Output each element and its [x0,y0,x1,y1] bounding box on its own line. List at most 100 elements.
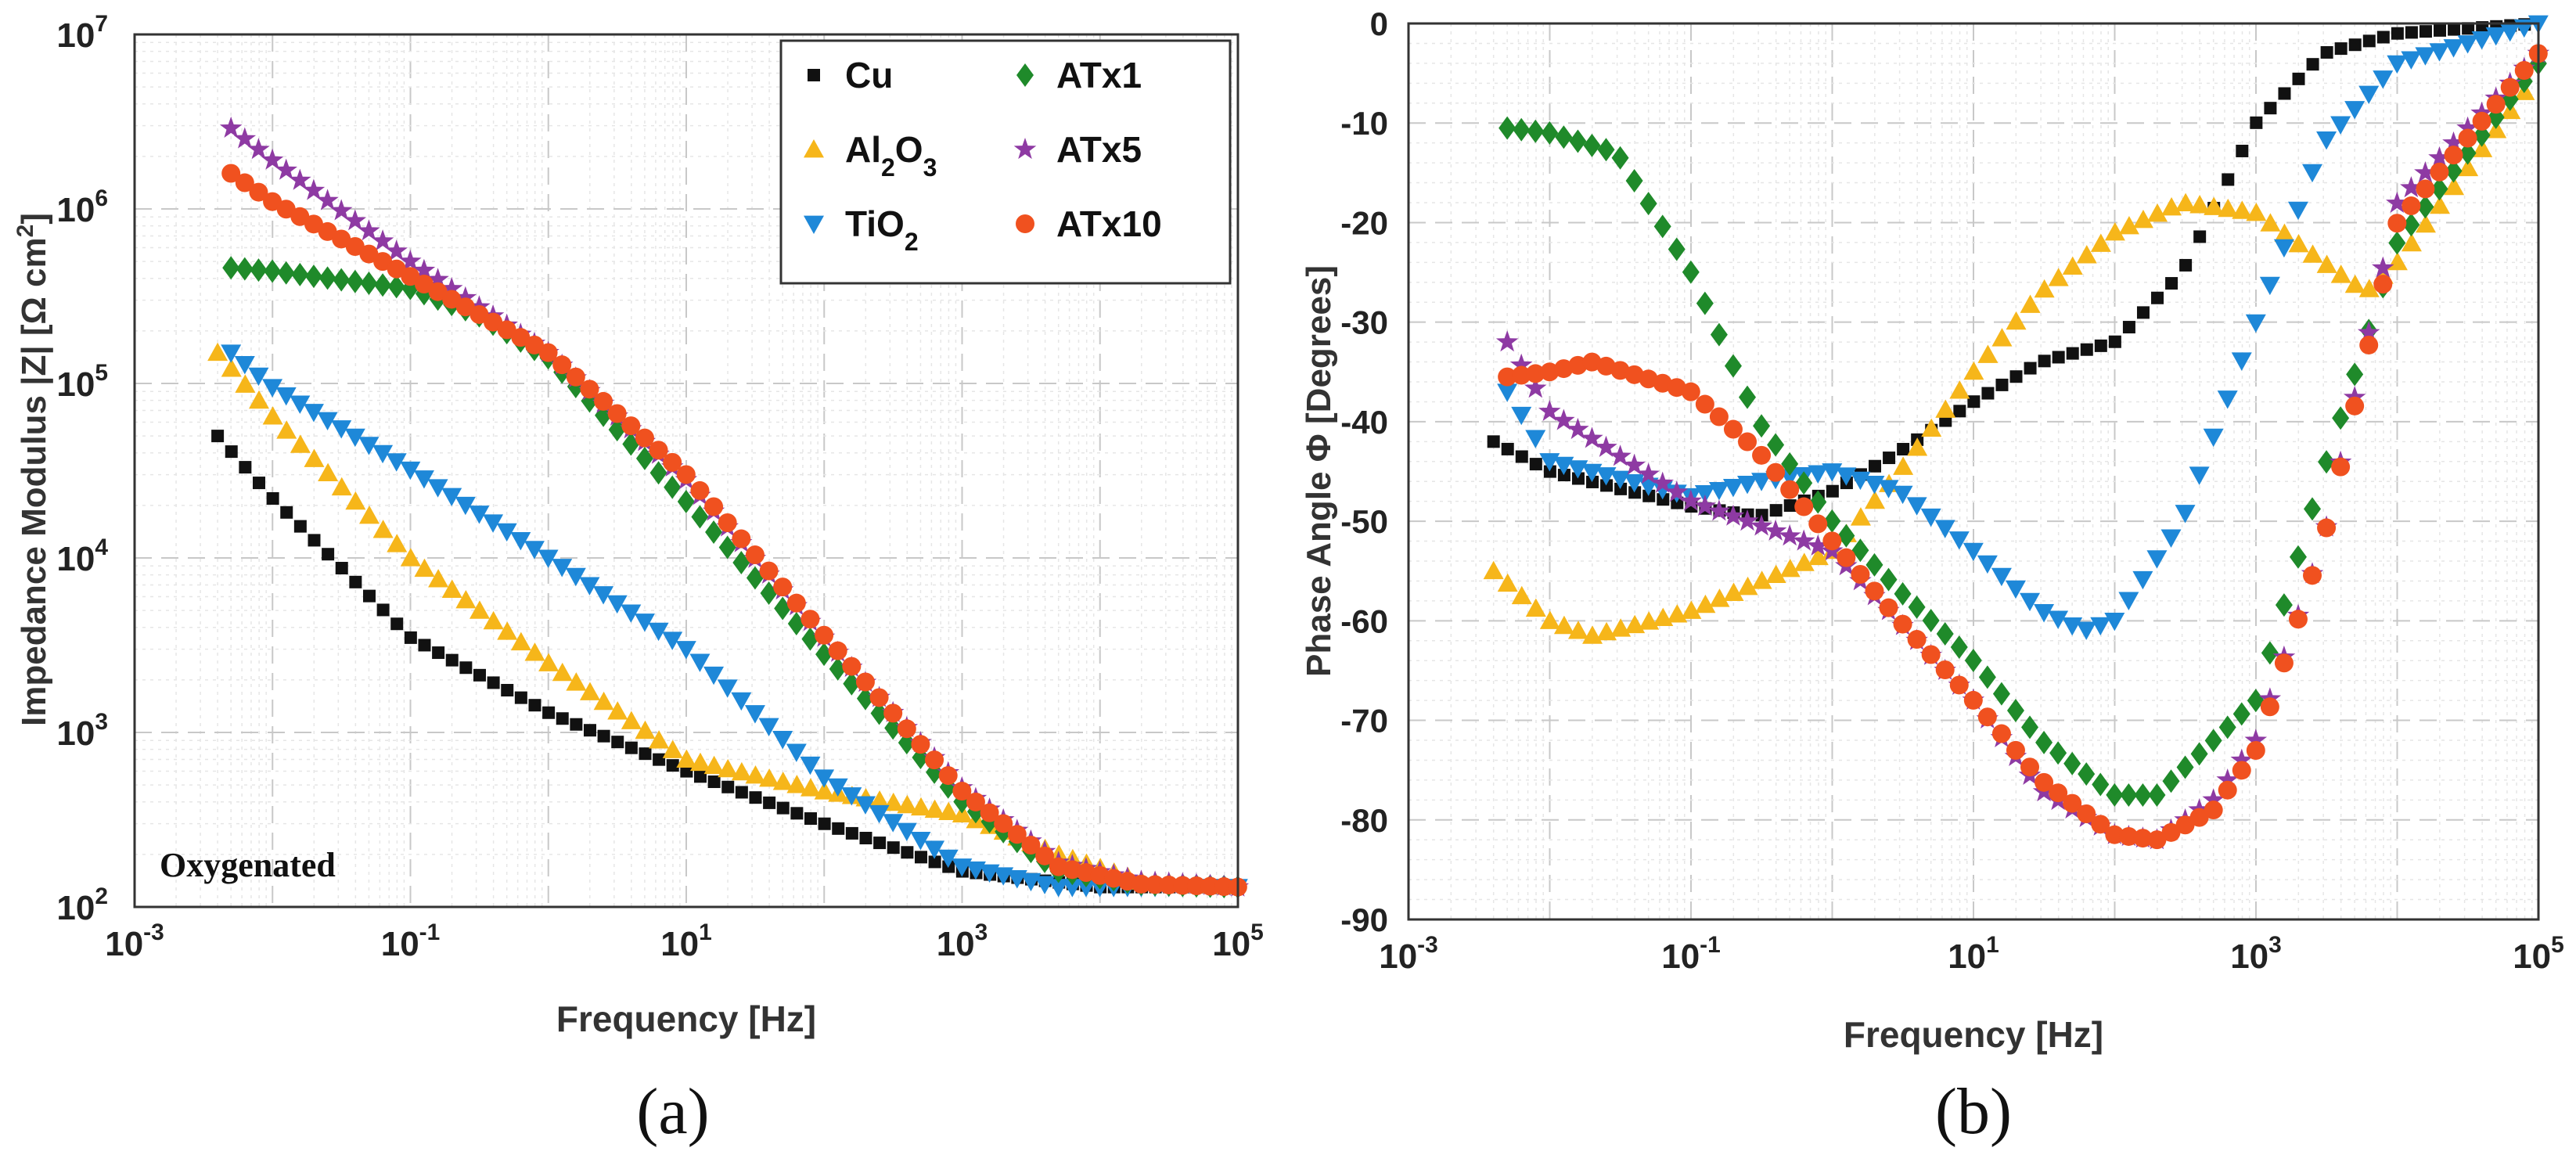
data-point-ATx10 [1131,874,1151,894]
data-point-ATx1 [1936,621,1954,646]
data-point-ATx10 [249,182,268,202]
data-point-Al2O3 [1765,564,1786,584]
data-point-Cu [680,765,693,778]
data-point-ATx1 [1865,552,1883,577]
data-point-ATx10 [2175,815,2195,835]
legend-marker-Al2O3 [804,139,824,158]
panel-caption-a: (a) [636,1075,709,1148]
data-point-Cu [542,706,556,719]
data-point-TiO2 [262,379,283,398]
data-point-ATx10 [994,814,1013,833]
data-point-ATx1 [2430,177,2448,201]
y-tick-label-b: -30 [1340,304,1388,341]
data-point-TiO2 [400,461,421,480]
data-point-ATx10 [2105,825,2124,844]
data-point-Al2O3 [2472,139,2493,157]
data-point-TiO2 [2330,116,2351,135]
data-point-TiO2 [441,488,462,507]
data-point-ATx1 [2289,545,2307,569]
data-point-Cu [239,461,252,474]
data-point-ATx10 [332,229,351,249]
data-point-ATx1 [635,446,653,470]
data-point-Al2O3 [1539,610,1560,629]
data-point-ATx10 [345,237,365,257]
data-point-Cu [376,603,390,617]
data-point-Al2O3 [731,761,752,781]
data-point-Al2O3 [1737,576,1758,595]
data-point-ATx5 [412,258,436,280]
data-point-ATx1 [884,716,902,740]
data-point-Cu [1826,484,1839,498]
data-point-ATx5 [1595,435,1617,457]
data-point-ATx1 [2176,755,2194,779]
data-point-ATx10 [621,416,641,436]
data-point-Al2O3 [910,797,931,816]
data-point-Al2O3 [2302,244,2323,263]
data-point-ATx10 [401,267,420,286]
data-point-TiO2 [703,666,725,685]
data-point-ATx10 [1865,581,1884,601]
data-point-TiO2 [1511,406,1532,426]
data-point-Al2O3 [2118,216,2139,235]
data-point-TiO2 [1934,520,1955,538]
data-point-TiO2 [317,412,338,431]
data-point-ATx1 [304,264,322,289]
x-tick-label-b: 10-3 [1379,932,1438,976]
data-point-TiO2 [758,718,779,737]
data-point-ATx1 [787,612,805,636]
data-point-ATx1 [691,505,709,529]
data-point-ATx1 [277,261,295,285]
data-point-ATx1 [815,642,833,667]
x-tick-label-b: 101 [1948,932,1999,976]
legend-marker-Cu [808,69,820,81]
y-tick-label-a: 105 [56,360,108,404]
legend-item-TiO2: TiO2 [804,203,919,256]
data-point-TiO2 [2217,390,2238,409]
data-point-Al2O3 [745,765,766,784]
data-point-ATx10 [2514,61,2534,81]
data-point-TiO2 [2231,352,2252,371]
data-point-Al2O3 [1695,594,1716,613]
data-point-Cu [2334,42,2348,56]
data-point-ATx1 [1753,414,1771,438]
data-point-TiO2 [2499,23,2520,42]
data-point-ATx1 [222,256,240,280]
data-point-ATx10 [2246,740,2265,760]
data-point-TiO2 [731,692,752,711]
legend-marker-ATx5 [1013,138,1037,160]
data-point-TiO2 [621,604,642,623]
data-point-Cu [280,506,293,519]
data-point-TiO2 [2485,27,2506,46]
data-point-Cu [2348,38,2362,52]
data-point-TiO2 [2302,164,2323,183]
data-point-ATx5 [2400,176,2423,198]
data-point-TiO2 [2344,101,2366,120]
data-point-ATx1 [870,701,888,725]
data-point-ATx1 [1767,433,1785,457]
data-point-Al2O3 [469,600,490,619]
data-point-Cu [2292,72,2305,85]
data-point-Cu [1953,405,1966,418]
data-point-ATx1 [2416,195,2434,219]
legend-item-ATx10: ATx10 [1016,203,1162,244]
data-point-Al2O3 [524,642,545,661]
data-point-Al2O3 [538,653,559,671]
data-point-ATx1 [1653,214,1671,239]
data-point-TiO2 [358,437,380,455]
data-point-ATx10 [511,328,531,347]
data-point-TiO2 [827,778,848,797]
data-point-TiO2 [303,404,324,423]
data-point-TiO2 [1062,879,1083,898]
data-point-ATx5 [2202,788,2225,810]
data-point-Al2O3 [2260,213,2281,232]
x-tick-label-a: 105 [1212,919,1264,963]
data-point-Al2O3 [1991,328,2013,347]
data-point-Cu [1642,489,1656,502]
data-point-Al2O3 [1709,588,1730,607]
data-point-ATx10 [938,766,958,786]
data-point-TiO2 [427,479,448,498]
legend-item-Al2O3: Al2O3 [804,129,937,182]
data-point-TiO2 [565,567,586,587]
data-marks-b [1483,15,2550,850]
data-point-ATx10 [2472,111,2491,131]
